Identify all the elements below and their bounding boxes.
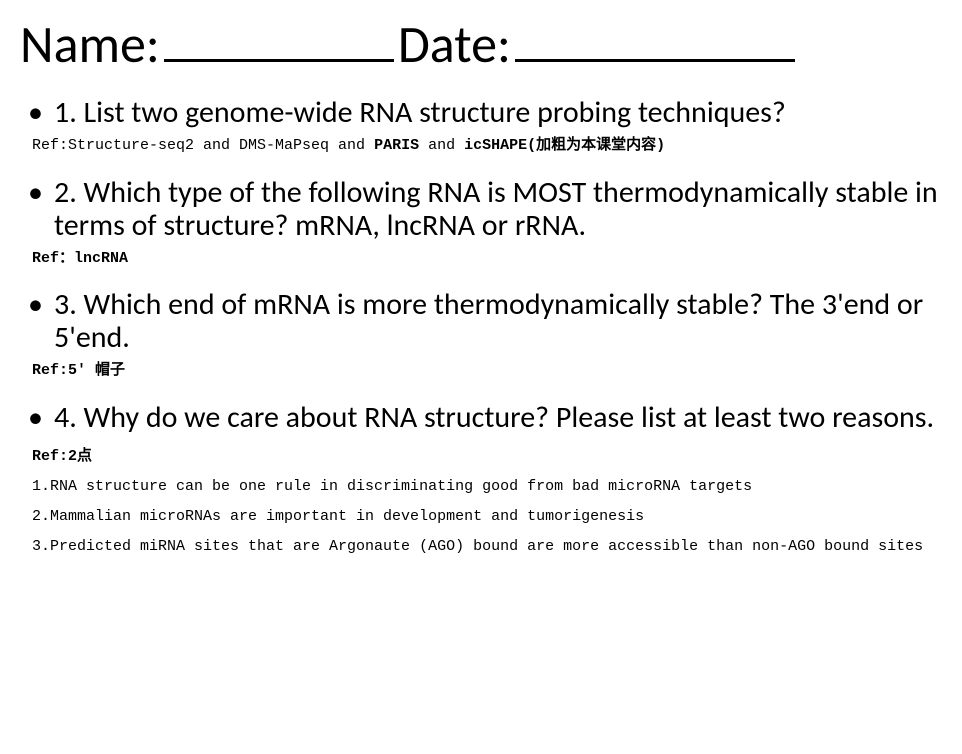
question-1-block: 1. List two genome-wide RNA structure pr… — [20, 96, 942, 158]
question-2-ref: Ref：lncRNA — [20, 248, 942, 271]
ref-item: 2.Mammalian microRNAs are important in d… — [32, 502, 942, 532]
question-1: 1. List two genome-wide RNA structure pr… — [20, 96, 942, 129]
ref-bold: PARIS — [374, 137, 419, 154]
ref-head: Ref:2点 — [32, 442, 942, 472]
name-label: Name: — [20, 12, 160, 76]
date-label: Date: — [398, 12, 511, 76]
question-2: 2. Which type of the following RNA is MO… — [20, 176, 942, 242]
question-3-ref: Ref:5' 帽子 — [20, 360, 942, 383]
date-blank — [515, 10, 795, 62]
question-4-ref: Ref:2点 1.RNA structure can be one rule i… — [20, 442, 942, 562]
question-3-block: 3. Which end of mRNA is more thermodynam… — [20, 288, 942, 383]
ref-text: Ref:Structure-seq2 and DMS-MaPseq and — [32, 137, 374, 154]
ref-item: 1.RNA structure can be one rule in discr… — [32, 472, 942, 502]
question-4: 4. Why do we care about RNA structure? P… — [20, 401, 942, 434]
ref-text: and — [419, 137, 464, 154]
ref-text: Ref：lncRNA — [32, 250, 128, 267]
question-2-block: 2. Which type of the following RNA is MO… — [20, 176, 942, 271]
ref-bold: icSHAPE(加粗为本课堂内容) — [464, 137, 665, 154]
ref-item: 3.Predicted miRNA sites that are Argonau… — [32, 532, 942, 562]
worksheet-header: Name: Date: — [20, 10, 942, 76]
name-blank — [164, 10, 394, 62]
ref-text: Ref:5' 帽子 — [32, 362, 125, 379]
question-3: 3. Which end of mRNA is more thermodynam… — [20, 288, 942, 354]
question-4-block: 4. Why do we care about RNA structure? P… — [20, 401, 942, 562]
question-1-ref: Ref:Structure-seq2 and DMS-MaPseq and PA… — [20, 135, 942, 158]
